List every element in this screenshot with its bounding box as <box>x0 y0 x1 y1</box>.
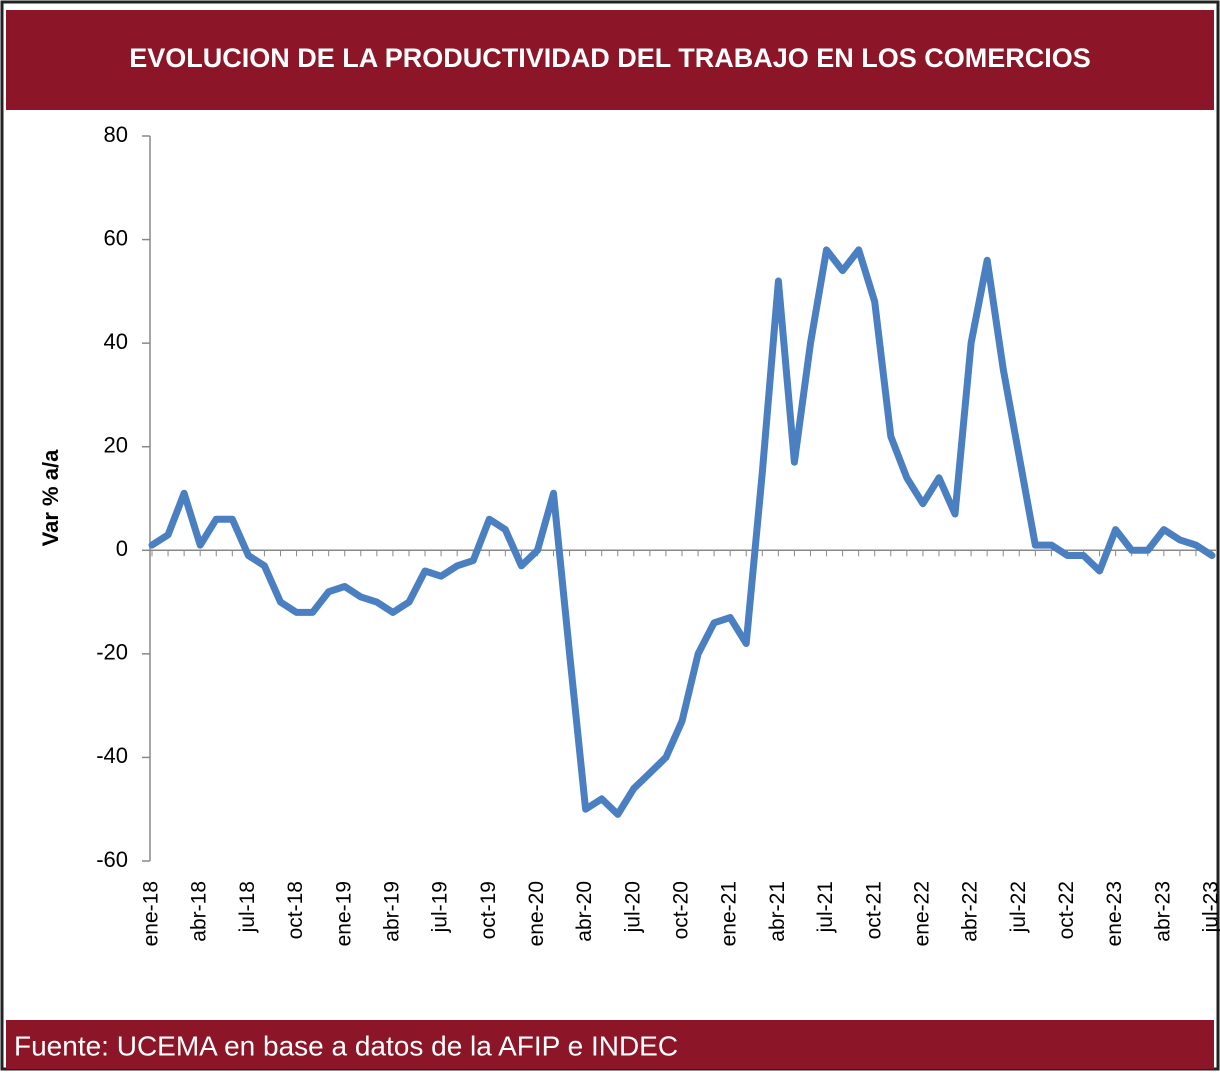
title-bar <box>6 10 1214 110</box>
x-tick-label: ene-18 <box>140 881 163 946</box>
x-tick-label: abr-21 <box>766 881 789 942</box>
y-tick-label: -20 <box>96 640 128 665</box>
x-tick-label: abr-19 <box>380 881 403 942</box>
y-tick-label: -40 <box>96 743 128 768</box>
x-tick-label: abr-18 <box>188 881 211 942</box>
y-tick-label: -60 <box>96 847 128 872</box>
x-tick-label: ene-20 <box>525 881 548 946</box>
x-tick-label: jul-18 <box>236 881 259 933</box>
x-tick-label: oct-22 <box>1055 881 1078 939</box>
x-tick-label: jul-22 <box>1007 881 1030 933</box>
x-tick-label: ene-22 <box>910 881 933 946</box>
x-tick-label: jul-21 <box>814 881 837 933</box>
x-tick-label: ene-19 <box>332 881 355 946</box>
y-axis-label: Var % a/a <box>38 449 63 546</box>
x-tick-label: abr-23 <box>1151 881 1174 942</box>
x-tick-label: oct-18 <box>284 881 307 939</box>
chart-title: EVOLUCION DE LA PRODUCTIVIDAD DEL TRABAJ… <box>129 43 1091 73</box>
x-tick-label: abr-20 <box>573 881 596 942</box>
y-tick-label: 0 <box>116 536 128 561</box>
y-tick-label: 40 <box>104 329 128 354</box>
x-tick-label: abr-22 <box>959 881 982 942</box>
source-note: Fuente: UCEMA en base a datos de la AFIP… <box>14 1030 678 1061</box>
footer-bar <box>6 1020 1214 1069</box>
x-tick-label: oct-19 <box>477 881 500 939</box>
y-tick-label: 20 <box>104 433 128 458</box>
data-line <box>148 246 1216 818</box>
x-tick-label: oct-20 <box>670 881 693 939</box>
y-tick-label: 80 <box>104 122 128 147</box>
x-tick-label: ene-21 <box>718 881 741 946</box>
y-tick-label: 60 <box>104 225 128 250</box>
x-tick-label: jul-20 <box>621 881 644 933</box>
x-tick-label: jul-19 <box>429 881 452 933</box>
x-tick-label: ene-23 <box>1103 881 1126 946</box>
x-tick-label: oct-21 <box>862 881 885 939</box>
x-tick-label: jul-23 <box>1200 881 1220 933</box>
